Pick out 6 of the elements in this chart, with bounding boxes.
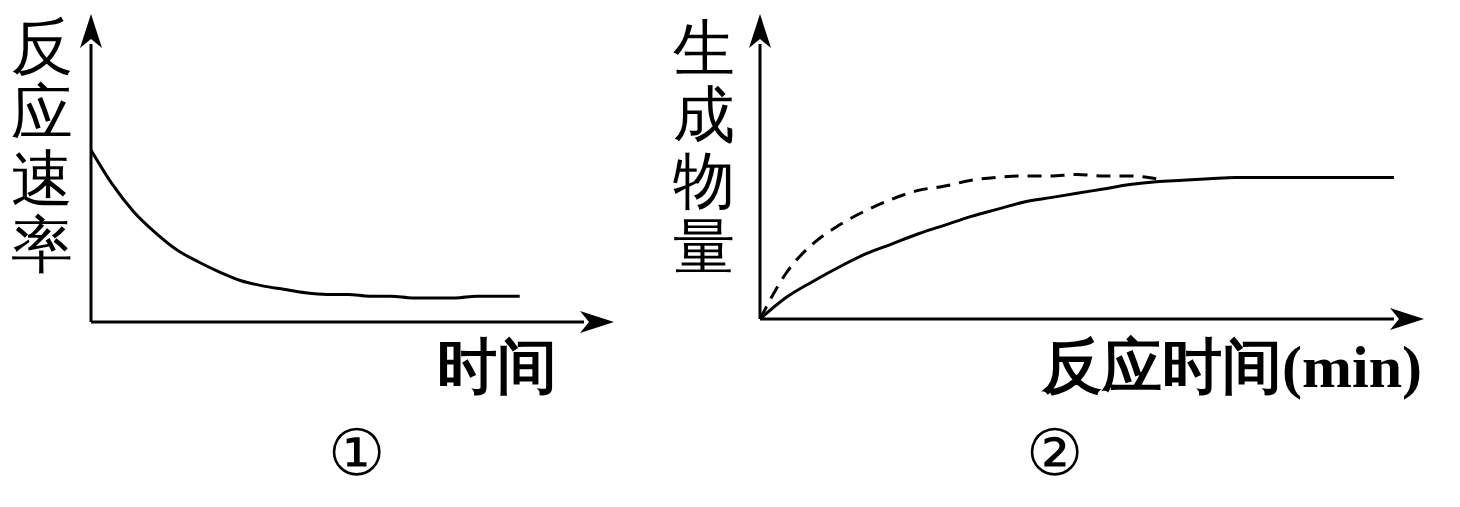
y-axis-title: 反应速率 (10, 13, 74, 279)
x-axis-title: 时间 (437, 334, 557, 400)
text: ① (327, 418, 385, 489)
x-axis-title: 反应时间(min) (1042, 334, 1422, 400)
text: ② (1025, 418, 1083, 489)
y-axis-title: 生成物量 (672, 15, 736, 281)
